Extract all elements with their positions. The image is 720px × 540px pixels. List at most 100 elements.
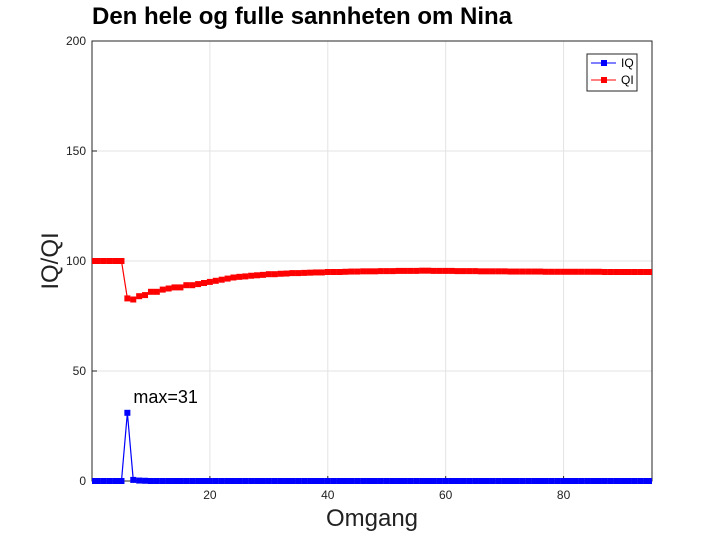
grid bbox=[92, 41, 652, 481]
data-point-qi bbox=[118, 258, 125, 264]
y-tick-label: 200 bbox=[66, 34, 86, 48]
data-point-iq bbox=[389, 478, 396, 484]
x-tick-label: 20 bbox=[203, 488, 217, 502]
data-point-qi bbox=[631, 269, 638, 275]
data-point-iq bbox=[442, 478, 449, 484]
data-point-qi bbox=[366, 268, 373, 275]
x-tick-label: 80 bbox=[557, 488, 571, 502]
data-point-iq bbox=[318, 478, 325, 484]
data-point-iq bbox=[100, 478, 107, 484]
data-point-qi bbox=[218, 276, 225, 283]
data-point-qi bbox=[531, 268, 538, 275]
data-point-qi bbox=[643, 269, 650, 275]
data-point-iq bbox=[407, 478, 414, 484]
data-point-iq bbox=[643, 478, 650, 484]
x-tick-label: 60 bbox=[439, 488, 453, 502]
data-point-qi bbox=[248, 272, 255, 279]
data-point-iq bbox=[92, 478, 95, 484]
data-point-iq bbox=[501, 478, 508, 484]
data-point-qi bbox=[537, 268, 543, 275]
data-point-iq bbox=[537, 478, 543, 484]
data-point-qi bbox=[442, 267, 449, 274]
data-point-iq bbox=[112, 478, 119, 484]
data-point-qi bbox=[419, 267, 426, 274]
data-point-iq bbox=[142, 477, 149, 484]
data-point-qi bbox=[295, 270, 302, 277]
data-point-qi bbox=[277, 270, 284, 277]
y-tick-label: 100 bbox=[66, 254, 86, 268]
data-point-iq bbox=[236, 478, 243, 484]
data-point-qi bbox=[590, 268, 597, 275]
data-point-iq bbox=[584, 478, 591, 484]
data-point-iq bbox=[590, 478, 597, 484]
data-point-qi bbox=[100, 258, 107, 264]
data-point-iq bbox=[336, 478, 343, 484]
data-point-qi bbox=[201, 280, 207, 286]
data-point-qi bbox=[425, 267, 431, 274]
data-point-iq bbox=[649, 478, 652, 484]
series-line-qi bbox=[92, 260, 652, 301]
data-point-qi bbox=[430, 267, 437, 274]
data-point-qi bbox=[566, 268, 573, 275]
data-point-qi bbox=[124, 295, 131, 302]
data-point-iq bbox=[525, 478, 532, 484]
legend-box bbox=[586, 53, 638, 92]
data-point-qi bbox=[342, 268, 349, 275]
data-point-qi bbox=[360, 268, 367, 275]
data-point-iq bbox=[548, 478, 555, 484]
data-point-iq bbox=[259, 478, 266, 484]
data-point-iq bbox=[177, 478, 184, 484]
data-point-iq bbox=[454, 478, 461, 484]
data-point-iq bbox=[165, 478, 172, 484]
data-point-iq bbox=[377, 478, 384, 484]
data-point-qi bbox=[472, 268, 479, 275]
data-point-qi bbox=[377, 268, 384, 275]
data-point-iq bbox=[572, 478, 579, 484]
data-point-qi bbox=[254, 272, 261, 279]
data-point-qi bbox=[501, 268, 508, 275]
data-point-qi bbox=[454, 268, 461, 275]
chart-title: Den hele og fulle sannheten om Nina bbox=[92, 3, 513, 30]
data-point-qi bbox=[483, 268, 490, 275]
data-point-qi bbox=[625, 269, 632, 275]
data-point-iq bbox=[159, 478, 166, 484]
data-point-iq bbox=[631, 478, 638, 484]
data-point-qi bbox=[601, 269, 608, 275]
data-point-qi bbox=[348, 268, 355, 275]
data-point-iq bbox=[289, 478, 296, 484]
data-point-iq bbox=[607, 478, 614, 484]
data-point-qi bbox=[94, 258, 101, 264]
legend-label-qi: QI bbox=[621, 73, 634, 87]
data-point-iq bbox=[507, 478, 514, 484]
legend-marker-iq bbox=[601, 60, 607, 66]
data-point-iq bbox=[153, 478, 160, 484]
data-point-qi bbox=[142, 292, 149, 299]
data-point-iq bbox=[189, 478, 196, 484]
data-point-qi bbox=[554, 268, 561, 275]
data-point-iq bbox=[448, 478, 455, 484]
data-point-qi bbox=[595, 268, 602, 275]
data-point-iq bbox=[566, 478, 573, 484]
data-point-iq bbox=[489, 478, 496, 484]
data-point-qi bbox=[189, 282, 196, 289]
data-point-iq bbox=[560, 478, 567, 484]
data-point-iq bbox=[106, 478, 113, 484]
data-point-iq bbox=[171, 478, 178, 484]
data-point-qi bbox=[619, 269, 626, 275]
data-point-iq bbox=[383, 478, 390, 484]
data-point-qi bbox=[301, 269, 308, 276]
data-point-qi bbox=[313, 269, 319, 276]
data-point-qi bbox=[578, 268, 585, 275]
data-point-qi bbox=[112, 258, 119, 264]
data-point-iq bbox=[513, 478, 520, 484]
data-point-qi bbox=[478, 268, 485, 275]
data-point-iq bbox=[130, 476, 137, 483]
data-point-iq bbox=[195, 478, 202, 484]
data-point-iq bbox=[313, 478, 319, 484]
data-point-iq bbox=[425, 478, 431, 484]
data-point-qi bbox=[607, 269, 614, 275]
data-point-iq bbox=[212, 478, 219, 484]
data-point-iq bbox=[230, 478, 237, 484]
data-point-iq bbox=[413, 478, 420, 484]
data-point-qi bbox=[542, 268, 549, 275]
